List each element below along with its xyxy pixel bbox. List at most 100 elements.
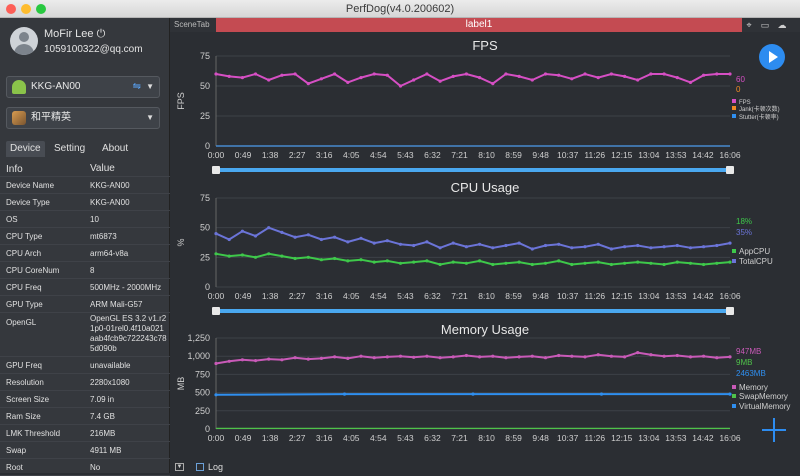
data-point xyxy=(570,77,574,81)
x-tick-label: 16:06 xyxy=(719,150,741,160)
time-range-slider xyxy=(216,168,730,172)
y-tick-label: 0 xyxy=(205,141,210,151)
info-row: Device Name KKG-AN00 xyxy=(0,177,170,194)
data-point xyxy=(267,78,271,82)
x-tick-label: 0:49 xyxy=(235,291,252,301)
y-tick-label: 75 xyxy=(200,51,210,61)
info-row: Device Type KKG-AN00 xyxy=(0,194,170,211)
tab-about[interactable]: About xyxy=(102,143,129,154)
slider-handle-right xyxy=(726,166,734,174)
folder-icon[interactable]: ▭ xyxy=(760,20,770,30)
y-tick-label: 250 xyxy=(195,406,210,416)
device-selector[interactable]: KKG-AN00 ⇋ ▼ xyxy=(6,76,160,98)
data-point xyxy=(688,261,693,265)
data-point xyxy=(346,80,350,84)
x-tick-label: 4:05 xyxy=(343,433,360,443)
data-point xyxy=(398,84,403,88)
data-point xyxy=(240,76,244,80)
data-point xyxy=(267,226,271,230)
close-window-button[interactable] xyxy=(6,4,16,14)
legend-swatch xyxy=(732,404,736,408)
x-tick-label: 14:42 xyxy=(692,150,714,160)
app-name: 和平精英 xyxy=(31,112,71,123)
data-point xyxy=(623,355,627,359)
cloud-icon[interactable]: ☁ xyxy=(777,20,787,30)
data-point xyxy=(464,72,468,76)
data-point xyxy=(609,72,613,76)
x-tick-label: 4:05 xyxy=(343,150,360,160)
data-point xyxy=(623,261,627,265)
time-range-slider xyxy=(216,309,730,313)
data-point xyxy=(609,354,613,358)
avatar[interactable] xyxy=(10,27,38,55)
data-point xyxy=(425,72,429,76)
current-value-label: 9MB xyxy=(736,358,752,367)
data-point xyxy=(504,261,508,265)
info-row: OS 10 xyxy=(0,211,170,228)
data-point xyxy=(293,356,297,360)
y-axis-label: MB xyxy=(176,377,186,391)
scene-label-bar[interactable]: label1 xyxy=(216,18,742,32)
x-tick-label: 6:32 xyxy=(424,150,441,160)
x-tick-label: 5:43 xyxy=(397,433,414,443)
data-point xyxy=(609,262,613,267)
x-tick-label: 10:37 xyxy=(557,291,579,301)
current-value-label: 18% xyxy=(736,217,752,226)
data-point xyxy=(214,361,218,366)
info-row: CPU CoreNum 8 xyxy=(0,262,170,279)
data-point xyxy=(385,73,389,77)
info-key: CPU Freq xyxy=(6,283,42,292)
info-key: GPU Freq xyxy=(6,361,43,370)
info-key: OS xyxy=(6,215,18,224)
data-point xyxy=(451,355,455,359)
data-point xyxy=(333,256,337,261)
info-value: 4911 MB xyxy=(90,446,122,455)
current-value-label: 0 xyxy=(736,85,741,94)
data-point xyxy=(306,82,310,86)
info-row: LMK Threshold 216MB xyxy=(0,425,170,442)
data-point xyxy=(662,72,666,76)
location-icon[interactable]: ⌖ xyxy=(746,20,752,30)
data-point xyxy=(636,243,640,248)
data-point xyxy=(728,260,732,264)
data-point xyxy=(530,354,534,358)
minimize-window-button[interactable] xyxy=(21,4,31,14)
slider-handle-right xyxy=(726,307,734,315)
data-point xyxy=(425,240,429,244)
maximize-window-button[interactable] xyxy=(36,4,46,14)
info-value: OpenGL ES 3.2 v1.r21p0-01rel0.4f10a021aa… xyxy=(90,314,167,353)
data-point xyxy=(464,261,468,265)
add-button[interactable] xyxy=(762,418,786,442)
data-point xyxy=(240,229,244,233)
data-point xyxy=(649,72,653,76)
data-point xyxy=(267,357,271,361)
data-point xyxy=(214,252,218,256)
user-name[interactable]: MoFir Lee ⏻ xyxy=(44,28,106,40)
tab-device[interactable]: Device xyxy=(6,141,45,157)
app-selector[interactable]: 和平精英 ▼ xyxy=(6,107,160,129)
data-point xyxy=(451,74,455,78)
info-value: unavailable xyxy=(90,361,131,370)
info-row: CPU Freq 500MHz - 2000MHz xyxy=(0,279,170,296)
android-icon xyxy=(12,80,26,94)
data-point xyxy=(728,241,732,245)
expand-log-icon[interactable]: ▼ xyxy=(175,463,184,471)
x-tick-label: 4:54 xyxy=(370,150,387,160)
info-value: Value xyxy=(90,163,115,174)
x-tick-label: 16:06 xyxy=(719,433,741,443)
app-icon xyxy=(12,111,26,125)
y-axis-label: FPS xyxy=(176,92,186,110)
info-value: ARM Mali-G57 xyxy=(90,300,143,309)
log-checkbox[interactable] xyxy=(196,463,204,471)
data-point xyxy=(438,356,442,360)
scene-tab-label[interactable]: SceneTab xyxy=(174,20,210,29)
tab-setting[interactable]: Setting xyxy=(54,143,86,154)
x-tick-label: 6:32 xyxy=(424,433,441,443)
play-button[interactable] xyxy=(759,44,785,70)
data-point xyxy=(227,359,231,363)
data-point xyxy=(342,392,347,396)
data-point xyxy=(425,354,429,358)
data-point xyxy=(715,356,719,360)
series-line-totalcpu xyxy=(215,226,731,251)
current-value-label: 35% xyxy=(736,228,752,237)
